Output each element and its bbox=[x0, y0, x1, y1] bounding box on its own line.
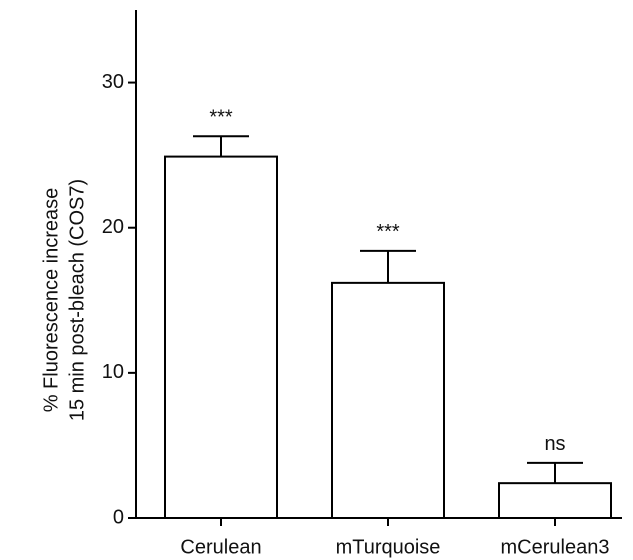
significance-label: ns bbox=[544, 433, 565, 455]
y-tick-label: 30 bbox=[102, 71, 124, 93]
bar bbox=[331, 281, 445, 519]
y-tick-label: 10 bbox=[102, 361, 124, 383]
bar bbox=[498, 482, 612, 519]
bar bbox=[164, 155, 278, 519]
y-label-line: 15 min post-bleach (COS7) bbox=[66, 179, 88, 421]
y-tick-label: 20 bbox=[102, 216, 124, 238]
y-tick-label: 0 bbox=[113, 506, 124, 528]
y-label-line: % Fluorescence increase bbox=[40, 188, 62, 413]
significance-label: *** bbox=[376, 221, 400, 243]
significance-label: *** bbox=[209, 107, 233, 129]
x-tick-label: mTurquoise bbox=[336, 536, 441, 558]
x-tick-label: Cerulean bbox=[180, 536, 261, 558]
y-axis-title: % Fluorescence increase 15 min post-blea… bbox=[40, 179, 88, 421]
x-tick-label: mCerulean3 bbox=[501, 536, 610, 558]
